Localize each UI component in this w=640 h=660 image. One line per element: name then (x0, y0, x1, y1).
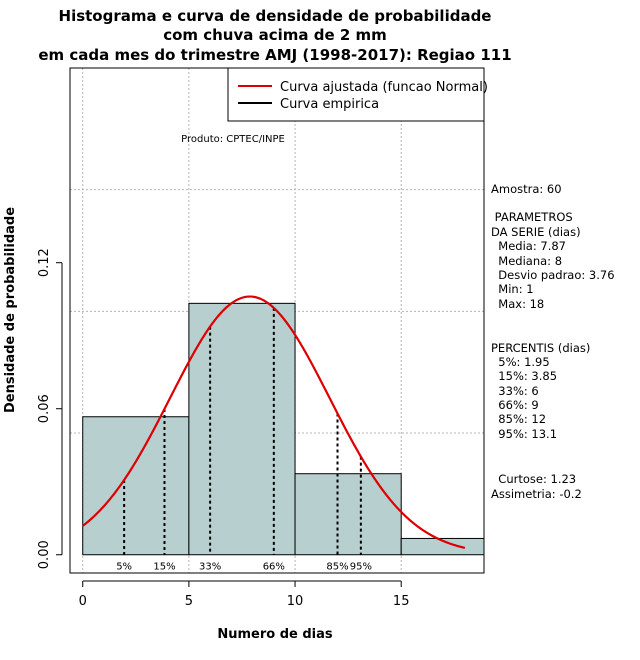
statistics-line: 5%: 1.95 (491, 355, 550, 369)
statistics-line: 15%: 3.85 (491, 369, 557, 383)
statistics-line: Desvio padrao: 3.76 (491, 268, 615, 282)
histogram-bar (188, 302, 296, 556)
chart-title-line-3: em cada mes do trimestre AMJ (1998-2017)… (38, 46, 511, 64)
statistics-line: 66%: 9 (491, 398, 539, 412)
histogram-bars (82, 302, 485, 556)
statistics-line: Curtose: 1.23 (491, 472, 576, 486)
x-tick-label: 0 (79, 594, 87, 609)
histogram-bar (294, 473, 402, 556)
chart-title-line-2: com chuva acima de 2 mm (163, 26, 387, 44)
statistics-line: 95%: 13.1 (491, 427, 557, 441)
statistics-line: 33%: 6 (491, 384, 539, 398)
percentile-label: 66% (263, 562, 285, 573)
y-axis-label: Densidade de probabilidade (3, 207, 18, 413)
x-axis-label: Numero de dias (217, 627, 333, 642)
x-axis: 0 5 10 15 (79, 580, 410, 609)
histogram-bar (82, 416, 190, 556)
percentile-label: 33% (199, 562, 221, 573)
statistics-line: DA SERIE (dias) (491, 225, 581, 239)
chart-title-line-1: Histograma e curva de densidade de proba… (59, 7, 492, 25)
x-tick-label: 15 (393, 594, 410, 609)
x-tick-label: 10 (287, 594, 304, 609)
normal-curve (82, 295, 466, 549)
statistics-line: PERCENTIS (dias) (491, 341, 590, 355)
legend: Curva ajustada (funcao Normal) Curva emp… (227, 67, 488, 122)
percentile-lines: 5% 15% 33% 66% 85% 95% (116, 307, 372, 573)
statistics-line: Amostra: 60 (491, 182, 562, 196)
statistics-line: Min: 1 (491, 282, 534, 296)
y-tick-label: 0.12 (37, 248, 52, 277)
statistics-line: Assimetria: -0.2 (491, 487, 582, 501)
percentile-label: 5% (116, 562, 132, 573)
statistics-line: Mediana: 8 (491, 254, 562, 268)
y-tick-label: 0.06 (37, 394, 52, 423)
statistics-line: Max: 18 (491, 297, 544, 311)
legend-label-empirical: Curva empirica (280, 97, 379, 112)
statistics-line: PARAMETROS (491, 210, 573, 224)
y-axis: 0.00 0.06 0.12 (37, 248, 63, 569)
legend-label-fitted: Curva ajustada (funcao Normal) (280, 80, 488, 95)
percentile-label: 85% (326, 562, 348, 573)
product-annotation: Produto: CPTEC/INPE (181, 134, 285, 145)
statistics-line: 85%: 12 (491, 412, 546, 426)
y-tick-label: 0.00 (37, 540, 52, 569)
x-tick-label: 5 (185, 594, 193, 609)
statistics-line: Media: 7.87 (491, 239, 566, 253)
legend-box (227, 67, 485, 122)
percentile-label: 95% (350, 562, 372, 573)
percentile-label: 15% (153, 562, 175, 573)
